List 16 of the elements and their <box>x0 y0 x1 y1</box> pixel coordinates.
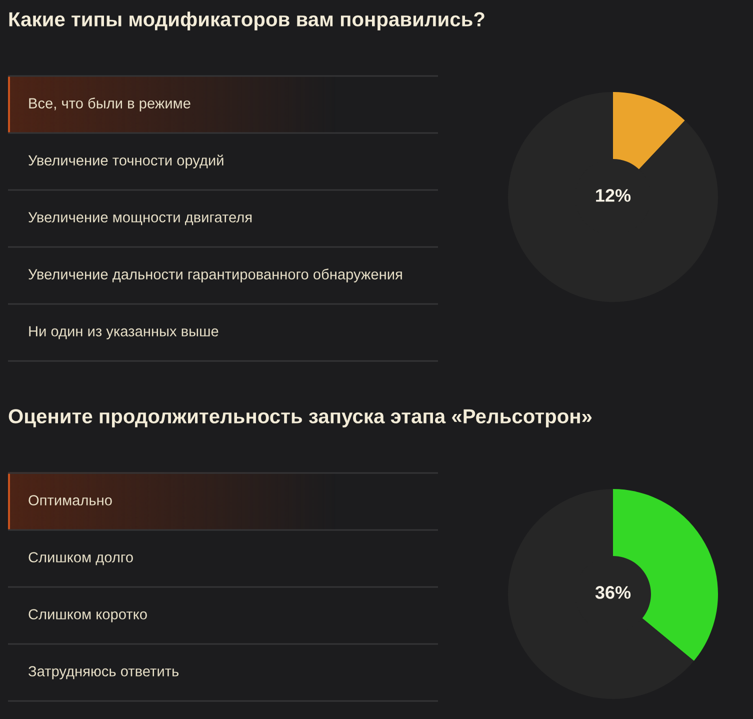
donut-slice <box>613 92 685 170</box>
donut-slice <box>508 489 694 699</box>
text: Какие типы модификаторов вам понравились? <box>9 12 484 30</box>
text: Слишком долго <box>28 552 133 566</box>
donut-slice <box>508 92 718 302</box>
text: Ни один из указанных выше <box>29 326 218 340</box>
text: Оптимально <box>28 495 112 506</box>
text: Слишком коротко <box>28 609 147 622</box>
text: Оцените продолжительность запуска этапа «Рельсотрон» <box>8 409 592 428</box>
text: Затрудняюсь ответить <box>28 666 179 680</box>
data-label: 12% <box>596 189 631 202</box>
text: Увеличение мощности двигателя <box>28 212 252 226</box>
text: Увеличение точности орудий <box>28 154 224 168</box>
text: Увеличение дальности гарантированного обнаружения <box>28 268 402 282</box>
data-label: 36% <box>595 586 631 599</box>
text: Все, что были в режиме <box>29 98 190 112</box>
